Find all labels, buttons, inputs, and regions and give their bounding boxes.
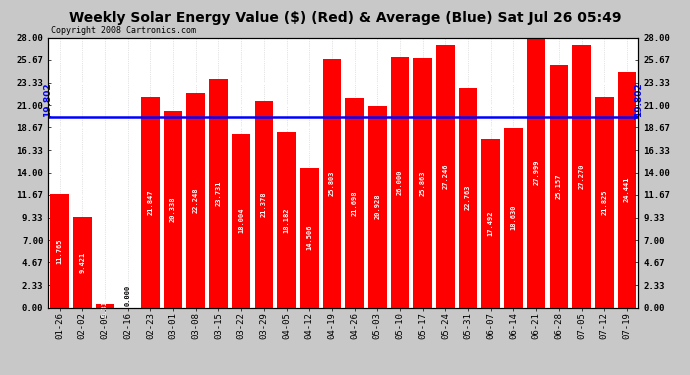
Bar — [459, 88, 477, 308]
Bar — [572, 45, 591, 308]
Text: 25.803: 25.803 — [329, 170, 335, 196]
Bar — [50, 194, 69, 308]
Text: 0.317: 0.317 — [102, 296, 108, 316]
Text: 21.847: 21.847 — [148, 189, 153, 215]
Bar — [618, 72, 636, 308]
Bar — [323, 58, 342, 308]
Bar — [368, 106, 386, 308]
Bar — [482, 139, 500, 308]
Text: 9.421: 9.421 — [79, 252, 86, 273]
Text: 17.492: 17.492 — [488, 210, 494, 236]
Text: 20.338: 20.338 — [170, 197, 176, 222]
Bar — [391, 57, 409, 308]
Bar — [436, 45, 455, 308]
Text: 25.157: 25.157 — [556, 174, 562, 199]
Text: 21.698: 21.698 — [352, 190, 357, 216]
Bar — [413, 58, 432, 308]
Bar — [73, 217, 92, 308]
Text: 20.928: 20.928 — [374, 194, 380, 219]
Bar — [300, 168, 319, 308]
Text: 18.004: 18.004 — [238, 208, 244, 234]
Text: 25.863: 25.863 — [420, 170, 426, 195]
Bar — [96, 304, 115, 307]
Text: 27.246: 27.246 — [442, 164, 448, 189]
Text: Weekly Solar Energy Value ($) (Red) & Average (Blue) Sat Jul 26 05:49: Weekly Solar Energy Value ($) (Red) & Av… — [69, 11, 621, 25]
Bar — [549, 65, 568, 308]
Bar — [345, 98, 364, 308]
Bar — [209, 79, 228, 308]
Bar — [595, 97, 613, 308]
Text: 24.441: 24.441 — [624, 177, 630, 203]
Text: 18.182: 18.182 — [284, 207, 290, 232]
Text: 19.802: 19.802 — [43, 82, 52, 117]
Bar — [255, 101, 273, 308]
Bar — [277, 132, 296, 308]
Text: Copyright 2008 Cartronics.com: Copyright 2008 Cartronics.com — [51, 26, 196, 35]
Text: 22.763: 22.763 — [465, 185, 471, 210]
Text: 0.000: 0.000 — [125, 285, 130, 306]
Text: 22.248: 22.248 — [193, 188, 199, 213]
Bar — [232, 134, 250, 308]
Text: 27.270: 27.270 — [578, 163, 584, 189]
Text: 11.765: 11.765 — [57, 238, 63, 264]
Text: 27.999: 27.999 — [533, 160, 539, 185]
Text: 21.378: 21.378 — [261, 192, 267, 217]
Bar — [164, 111, 182, 308]
Text: 21.825: 21.825 — [601, 189, 607, 215]
Text: 14.506: 14.506 — [306, 225, 313, 250]
Bar — [186, 93, 205, 308]
Bar — [527, 38, 546, 308]
Text: 23.731: 23.731 — [215, 180, 221, 206]
Text: 18.630: 18.630 — [511, 205, 516, 230]
Bar — [504, 128, 523, 308]
Text: 26.000: 26.000 — [397, 170, 403, 195]
Bar — [141, 97, 159, 308]
Text: 19.802: 19.802 — [633, 82, 643, 117]
